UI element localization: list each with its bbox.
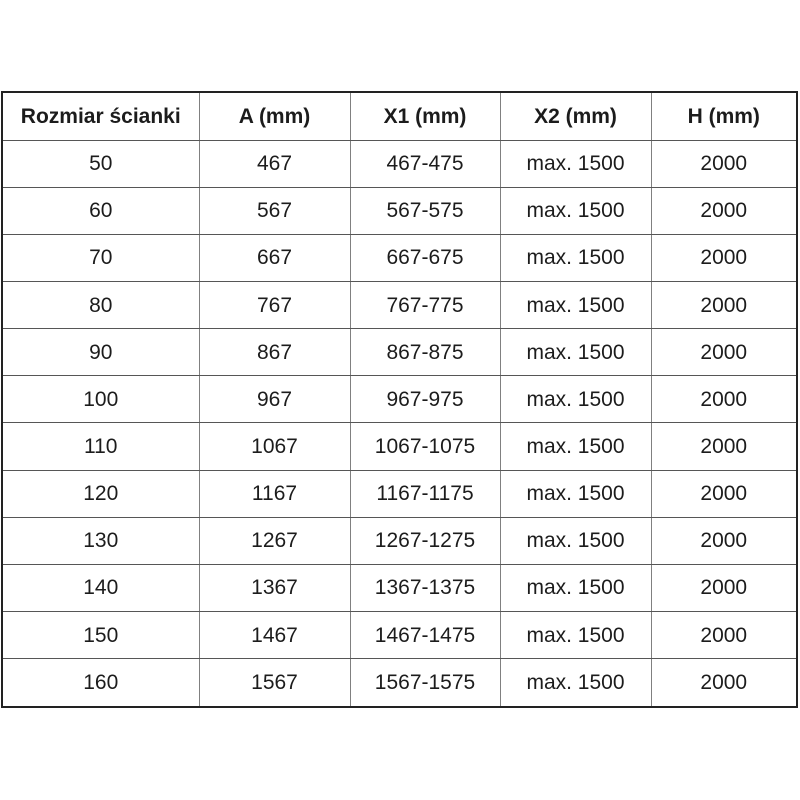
cell-rozmiar: 120 — [1, 469, 200, 518]
col-header-x2-mm: X2 (mm) — [499, 91, 652, 141]
table-row: 80 767 767-775 max. 1500 2000 — [1, 280, 798, 330]
cell-a: 1067 — [198, 422, 351, 471]
cell-x2: max. 1500 — [499, 233, 652, 282]
table-row: 150 1467 1467-1475 max. 1500 2000 — [1, 611, 798, 660]
table-row: 50 467 467-475 max. 1500 2000 — [1, 139, 798, 188]
col-header-h-mm: H (mm) — [650, 91, 798, 141]
cell-x2: max. 1500 — [499, 375, 652, 424]
cell-x1: 767-775 — [349, 280, 501, 330]
cell-a: 467 — [198, 139, 351, 188]
cell-h: 2000 — [650, 375, 798, 424]
cell-rozmiar: 80 — [1, 280, 200, 330]
cell-x2: max. 1500 — [499, 658, 652, 708]
cell-x2: max. 1500 — [499, 280, 652, 330]
cell-h: 2000 — [650, 469, 798, 518]
cell-x1: 1067-1075 — [349, 422, 501, 471]
table-row: 130 1267 1267-1275 max. 1500 2000 — [1, 516, 798, 565]
cell-x1: 667-675 — [349, 233, 501, 282]
table-row: 90 867 867-875 max. 1500 2000 — [1, 328, 798, 377]
cell-rozmiar: 140 — [1, 563, 200, 613]
cell-rozmiar: 150 — [1, 611, 200, 660]
table-row: 160 1567 1567-1575 max. 1500 2000 — [1, 658, 798, 708]
cell-a: 1267 — [198, 516, 351, 565]
cell-a: 967 — [198, 375, 351, 424]
cell-x2: max. 1500 — [499, 139, 652, 188]
cell-h: 2000 — [650, 611, 798, 660]
col-header-rozmiar-scianki: Rozmiar ścianki — [1, 91, 200, 141]
cell-rozmiar: 160 — [1, 658, 200, 708]
table-row: 120 1167 1167-1175 max. 1500 2000 — [1, 469, 798, 518]
cell-a: 1467 — [198, 611, 351, 660]
cell-x1: 867-875 — [349, 328, 501, 377]
cell-x1: 1167-1175 — [349, 469, 501, 518]
cell-rozmiar: 110 — [1, 422, 200, 471]
cell-h: 2000 — [650, 658, 798, 708]
table-row: 110 1067 1067-1075 max. 1500 2000 — [1, 422, 798, 471]
cell-h: 2000 — [650, 516, 798, 565]
cell-h: 2000 — [650, 328, 798, 377]
table-row: 70 667 667-675 max. 1500 2000 — [1, 233, 798, 282]
table-row: 100 967 967-975 max. 1500 2000 — [1, 375, 798, 424]
cell-x2: max. 1500 — [499, 516, 652, 565]
cell-a: 567 — [198, 186, 351, 235]
cell-h: 2000 — [650, 139, 798, 188]
cell-x1: 1467-1475 — [349, 611, 501, 660]
cell-x1: 467-475 — [349, 139, 501, 188]
wall-size-spec-table: Rozmiar ścianki A (mm) X1 (mm) X2 (mm) H… — [1, 91, 798, 708]
cell-rozmiar: 70 — [1, 233, 200, 282]
cell-x2: max. 1500 — [499, 328, 652, 377]
cell-h: 2000 — [650, 280, 798, 330]
cell-rozmiar: 130 — [1, 516, 200, 565]
cell-a: 867 — [198, 328, 351, 377]
cell-h: 2000 — [650, 233, 798, 282]
cell-x2: max. 1500 — [499, 611, 652, 660]
table-header-row: Rozmiar ścianki A (mm) X1 (mm) X2 (mm) H… — [1, 91, 798, 141]
table-row: 140 1367 1367-1375 max. 1500 2000 — [1, 563, 798, 613]
cell-a: 1367 — [198, 563, 351, 613]
cell-x2: max. 1500 — [499, 563, 652, 613]
cell-a: 1567 — [198, 658, 351, 708]
cell-x2: max. 1500 — [499, 186, 652, 235]
cell-x1: 1367-1375 — [349, 563, 501, 613]
col-header-x1-mm: X1 (mm) — [349, 91, 501, 141]
cell-rozmiar: 60 — [1, 186, 200, 235]
cell-h: 2000 — [650, 422, 798, 471]
cell-x2: max. 1500 — [499, 422, 652, 471]
cell-rozmiar: 50 — [1, 139, 200, 188]
table-row: 60 567 567-575 max. 1500 2000 — [1, 186, 798, 235]
cell-a: 767 — [198, 280, 351, 330]
cell-rozmiar: 90 — [1, 328, 200, 377]
cell-a: 667 — [198, 233, 351, 282]
cell-h: 2000 — [650, 563, 798, 613]
cell-x2: max. 1500 — [499, 469, 652, 518]
cell-h: 2000 — [650, 186, 798, 235]
cell-x1: 1567-1575 — [349, 658, 501, 708]
cell-x1: 1267-1275 — [349, 516, 501, 565]
cell-x1: 567-575 — [349, 186, 501, 235]
cell-rozmiar: 100 — [1, 375, 200, 424]
col-header-a-mm: A (mm) — [198, 91, 351, 141]
cell-a: 1167 — [198, 469, 351, 518]
cell-x1: 967-975 — [349, 375, 501, 424]
